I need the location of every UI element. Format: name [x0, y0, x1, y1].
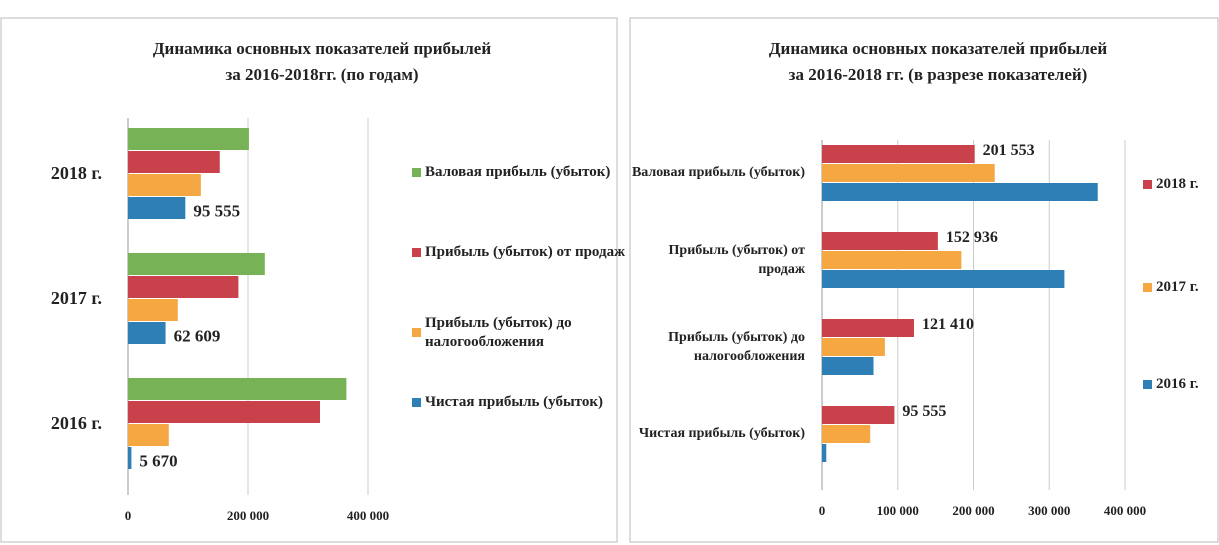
bar — [128, 424, 169, 446]
bar — [822, 183, 1098, 201]
bar — [822, 444, 827, 462]
legend-label-box: Прибыль (убыток) от продаж — [425, 244, 625, 261]
bar — [822, 270, 1065, 288]
x-tick-label: 400 000 — [347, 508, 389, 523]
legend-label-box: 2018 г. — [1156, 176, 1199, 193]
bar — [128, 197, 186, 219]
bar — [128, 401, 320, 423]
legend-label: Прибыль (убыток) до налогообложения — [425, 314, 572, 351]
legend-label: Валовая прибыль (убыток) — [425, 164, 611, 181]
category-label: Прибыль (убыток) до налогообложения — [668, 330, 805, 364]
bar — [128, 299, 178, 321]
data-label: 95 555 — [193, 201, 240, 220]
legend-label-box: 2016 г. — [1156, 376, 1199, 393]
x-tick-label: 100 000 — [877, 503, 919, 518]
chart-title: Динамика основных показателей прибылей — [769, 39, 1108, 58]
bar — [822, 425, 871, 443]
bar — [128, 378, 347, 400]
x-tick-label: 300 000 — [1028, 503, 1070, 518]
legend-swatch — [1143, 180, 1152, 189]
bar — [128, 128, 249, 150]
legend-swatch — [1143, 283, 1152, 292]
legend-label: 2018 г. — [1156, 176, 1199, 193]
legend-label: Чистая прибыль (убыток) — [425, 394, 603, 411]
left-panel — [0, 17, 618, 543]
data-label: 62 609 — [174, 326, 221, 345]
legend-label-box: Валовая прибыль (убыток) — [425, 164, 611, 181]
chart-title: за 2016-2018гг. (по годам) — [225, 65, 418, 84]
bar — [128, 174, 201, 196]
data-label: 152 936 — [946, 229, 998, 246]
legend-label-box: 2017 г. — [1156, 279, 1199, 296]
category-label-box: 2017 г. — [50, 288, 102, 309]
legend-label: Прибыль (убыток) от продаж — [425, 244, 625, 261]
data-label: 5 670 — [139, 451, 177, 470]
legend-swatch — [412, 398, 421, 407]
x-tick-label: 200 000 — [952, 503, 994, 518]
x-tick-label: 0 — [125, 508, 132, 523]
data-label: 95 555 — [902, 403, 946, 420]
bar — [822, 338, 885, 356]
category-label-box: 2016 г. — [50, 413, 102, 434]
legend-label: 2017 г. — [1156, 279, 1199, 296]
bar — [128, 322, 166, 344]
bar — [822, 232, 938, 250]
category-label-box: Валовая прибыль (убыток) — [631, 165, 805, 181]
legend-swatch — [412, 168, 421, 177]
chart-title: Динамика основных показателей прибылей — [153, 39, 492, 58]
category-label: Чистая прибыль (убыток) — [638, 426, 805, 442]
legend-label-box: Прибыль (убыток) до налогообложения — [425, 314, 572, 351]
chart-title: за 2016-2018 гг. (в разрезе показателей) — [789, 65, 1088, 84]
bar — [822, 251, 962, 269]
data-label: 201 553 — [983, 142, 1035, 159]
x-tick-label: 200 000 — [227, 508, 269, 523]
x-tick-label: 400 000 — [1104, 503, 1146, 518]
bar — [822, 406, 895, 424]
category-label: Валовая прибыль (убыток) — [631, 165, 805, 181]
category-label: 2018 г. — [50, 163, 102, 184]
right-panel — [629, 17, 1219, 543]
category-label: 2016 г. — [50, 413, 102, 434]
category-label-box: 2018 г. — [50, 163, 102, 184]
bar — [822, 164, 995, 182]
x-tick-label: 0 — [819, 503, 826, 518]
category-label: Прибыль (убыток) от продаж — [668, 243, 805, 277]
category-label-box: Прибыль (убыток) от продаж — [668, 243, 805, 277]
bar — [128, 151, 220, 173]
category-label-box: Чистая прибыль (убыток) — [638, 426, 805, 442]
legend-swatch — [412, 328, 421, 337]
legend-label: 2016 г. — [1156, 376, 1199, 393]
bar — [128, 447, 132, 469]
bar — [128, 253, 265, 275]
legend-swatch — [1143, 380, 1152, 389]
bar — [822, 145, 975, 163]
bar — [128, 276, 239, 298]
bar — [822, 357, 874, 375]
data-label: 121 410 — [922, 316, 974, 333]
category-label: 2017 г. — [50, 288, 102, 309]
legend-label-box: Чистая прибыль (убыток) — [425, 394, 603, 411]
category-label-box: Прибыль (убыток) до налогообложения — [668, 330, 805, 364]
bar — [822, 319, 914, 337]
legend-swatch — [412, 248, 421, 257]
